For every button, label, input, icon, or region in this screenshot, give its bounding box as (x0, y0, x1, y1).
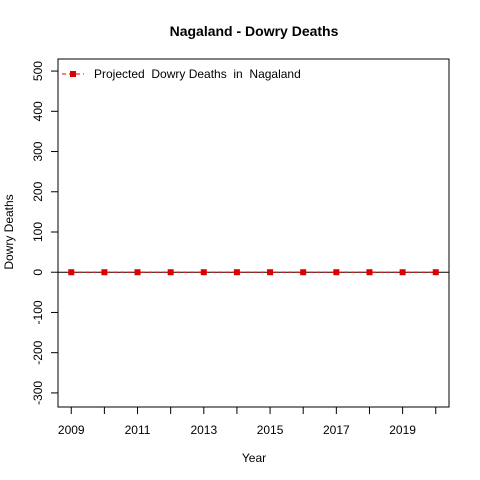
data-point-2017 (333, 269, 340, 276)
plot-area-frame (57, 58, 450, 408)
x-tick-label-2015: 2015 (257, 423, 284, 437)
legend-label: Projected Dowry Deaths in Nagaland (94, 67, 301, 81)
data-point-2012 (167, 269, 174, 276)
data-point-2014 (233, 269, 240, 276)
y-tick-label-300: 300 (31, 141, 45, 161)
data-point-2009 (68, 269, 75, 276)
x-axis-label: Year (242, 451, 266, 465)
y-axis: -300 -200 -100 0 100 200 300 400 500 (31, 61, 58, 405)
data-point-2016 (300, 269, 307, 276)
data-point-2010 (101, 269, 108, 276)
x-tick-label-2009: 2009 (58, 423, 85, 437)
y-tick-label-400: 400 (31, 101, 45, 121)
x-axis: 2009 2011 2013 2015 2017 2019 (58, 407, 437, 437)
x-tick-label-2013: 2013 (190, 423, 217, 437)
legend: Projected Dowry Deaths in Nagaland (62, 67, 301, 81)
x-tick-label-2019: 2019 (389, 423, 416, 437)
data-point-2018 (366, 269, 373, 276)
y-axis-label: Dowry Deaths (2, 194, 16, 269)
y-tick-label--100: -100 (31, 300, 45, 324)
data-point-2019 (399, 269, 406, 276)
series-layer (68, 269, 439, 276)
chart-title: Nagaland - Dowry Deaths (170, 23, 339, 39)
y-tick-label--300: -300 (31, 381, 45, 405)
legend-marker-square (70, 71, 76, 77)
data-point-2015 (267, 269, 274, 276)
data-point-2020 (432, 269, 439, 276)
x-tick-label-2011: 2011 (125, 423, 151, 437)
y-tick-label-500: 500 (31, 61, 45, 81)
y-tick-label-100: 100 (31, 222, 45, 242)
data-point-2011 (134, 269, 141, 276)
x-tick-label-2017: 2017 (323, 423, 350, 437)
data-point-2013 (200, 269, 207, 276)
y-tick-label-0: 0 (31, 269, 45, 276)
y-tick-label-200: 200 (31, 181, 45, 201)
y-tick-label--200: -200 (31, 340, 45, 364)
